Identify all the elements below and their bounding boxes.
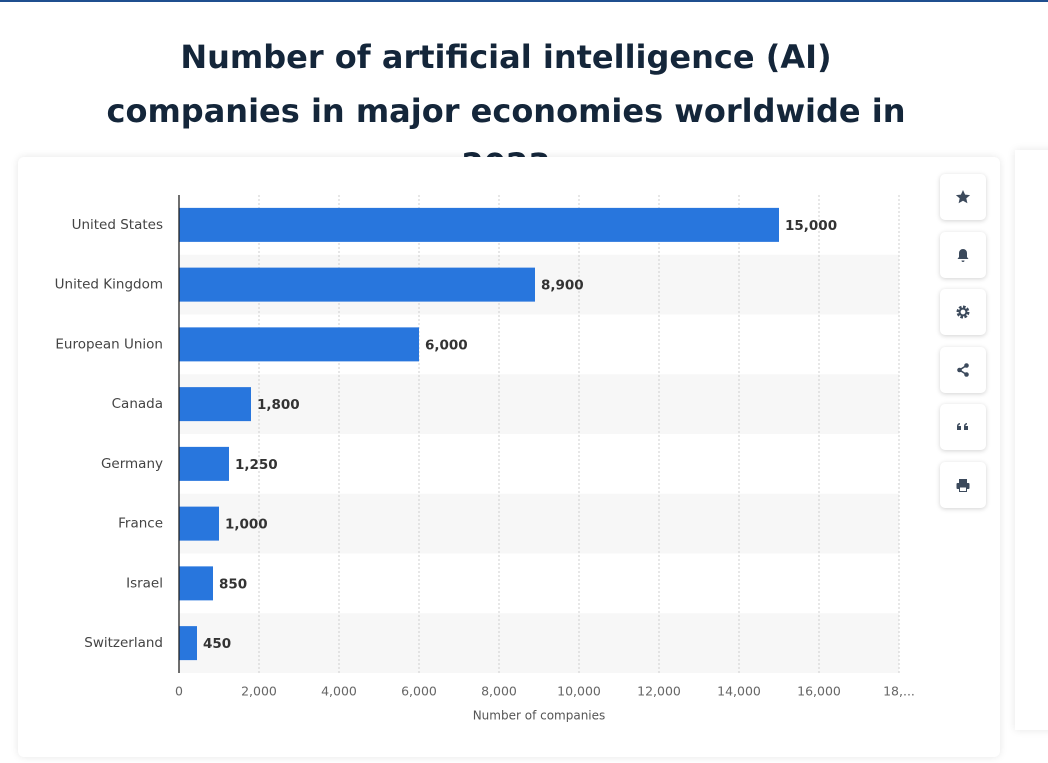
- row-stripe: [179, 493, 899, 554]
- x-tick-label: 6,000: [401, 684, 437, 699]
- bar: [179, 207, 779, 242]
- data-label: 1,000: [225, 517, 268, 533]
- data-label: 850: [219, 576, 247, 592]
- top-border: [0, 0, 1048, 2]
- chart-title: Number of artificial intelligence (AI) c…: [106, 38, 906, 184]
- bar: [179, 327, 419, 362]
- row-stripe: [179, 613, 899, 673]
- x-tick-label: 0: [175, 684, 183, 699]
- y-tick-label: European Union: [55, 336, 163, 352]
- row-stripe: [179, 374, 899, 434]
- share-button[interactable]: [940, 347, 986, 393]
- bar: [179, 446, 229, 481]
- side-panel: [1015, 150, 1048, 730]
- bar: [179, 626, 197, 661]
- settings-button[interactable]: [940, 289, 986, 335]
- x-tick-label: 2,000: [241, 684, 277, 699]
- x-tick-label: 16,000: [797, 684, 841, 699]
- x-axis-title: Number of companies: [473, 709, 606, 723]
- data-label: 450: [203, 636, 231, 652]
- y-tick-label: United Kingdom: [55, 277, 163, 293]
- x-tick-label: 12,000: [637, 684, 681, 699]
- bar: [179, 267, 535, 302]
- print-button[interactable]: [940, 462, 986, 508]
- x-tick-label: 8,000: [481, 684, 517, 699]
- x-tick-label: 4,000: [321, 684, 357, 699]
- bar: [179, 566, 213, 601]
- notification-button[interactable]: [940, 232, 986, 278]
- x-tick-label: 18,...: [883, 684, 915, 699]
- data-label: 6,000: [425, 337, 468, 353]
- data-label: 1,800: [257, 397, 300, 413]
- y-tick-label: Switzerland: [84, 635, 163, 651]
- data-label: 1,250: [235, 457, 278, 473]
- data-label: 15,000: [785, 218, 837, 234]
- x-tick-label: 10,000: [557, 684, 601, 699]
- y-tick-label: United States: [72, 217, 163, 233]
- bar: [179, 506, 219, 541]
- data-label: 8,900: [541, 278, 584, 294]
- y-tick-label: Canada: [112, 396, 163, 412]
- favorite-button[interactable]: [940, 174, 986, 220]
- x-tick-label: 14,000: [717, 684, 761, 699]
- y-tick-label: Israel: [126, 575, 163, 591]
- bar: [179, 387, 251, 422]
- y-tick-label: Germany: [101, 456, 163, 472]
- cite-button[interactable]: [940, 404, 986, 450]
- y-tick-label: France: [118, 516, 163, 532]
